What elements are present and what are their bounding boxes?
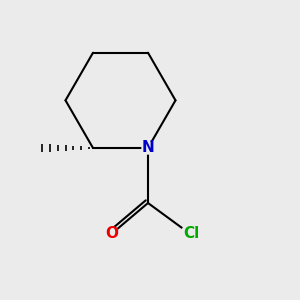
Text: N: N [142,140,154,155]
Circle shape [181,225,197,241]
Text: Cl: Cl [183,226,200,241]
Circle shape [142,142,154,154]
Circle shape [106,227,118,239]
Text: O: O [106,226,119,241]
